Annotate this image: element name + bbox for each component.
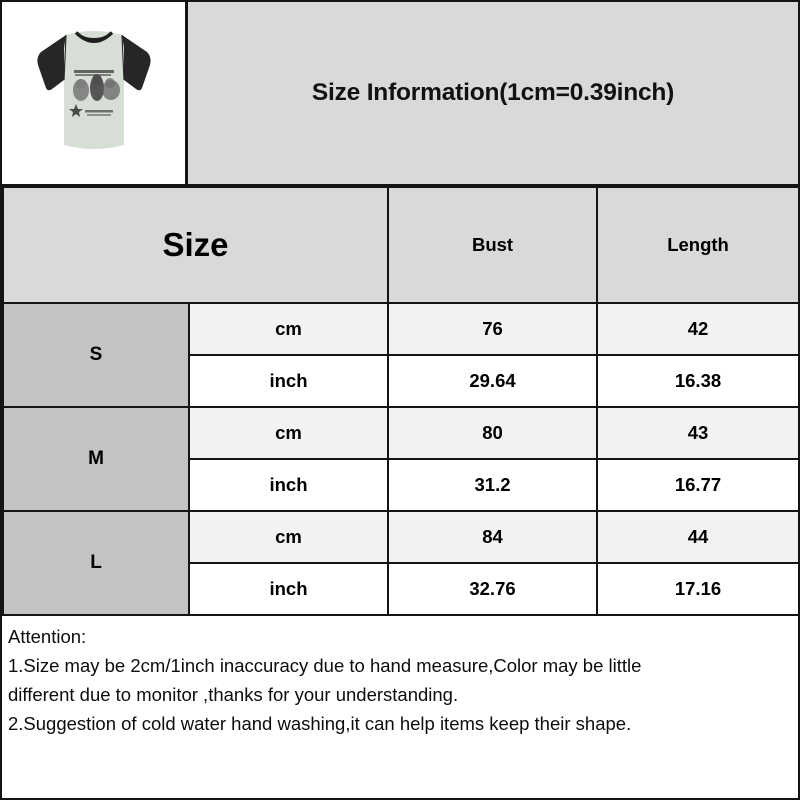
title-cell: Size Information(1cm=0.39inch)	[188, 2, 798, 184]
bust-inch: 32.76	[387, 562, 599, 616]
length-inch: 16.77	[596, 458, 800, 512]
table-row: L cm 84 44	[2, 510, 800, 616]
size-label-l: L	[2, 510, 190, 616]
table-row: S cm 76 42	[2, 302, 800, 408]
length-inch: 17.16	[596, 562, 800, 616]
bust-inch: 31.2	[387, 458, 599, 512]
header-length: Length	[596, 186, 800, 304]
unit-inch: inch	[187, 562, 390, 616]
page-title: Size Information(1cm=0.39inch)	[311, 79, 675, 106]
length-cm: 43	[596, 406, 800, 460]
size-label-m: M	[2, 406, 190, 512]
table-row: inch 31.2 16.77	[3, 458, 800, 512]
tshirt-icon	[36, 31, 151, 149]
length-cm: 42	[596, 302, 800, 356]
product-image	[19, 18, 169, 168]
table-row: M cm 80 43	[2, 406, 800, 512]
bust-cm: 84	[387, 510, 599, 564]
unit-inch: inch	[187, 458, 390, 512]
bust-inch: 29.64	[387, 354, 599, 408]
size-table: Size Bust Length S cm 76 42 inch 29.64 1…	[1, 186, 800, 616]
attention-block: Attention: 1.Size may be 2cm/1inch inacc…	[2, 616, 798, 738]
product-image-cell	[2, 2, 188, 184]
header-bust: Bust	[387, 186, 599, 304]
unit-cm: cm	[187, 302, 390, 356]
unit-cm: cm	[187, 406, 390, 460]
table-row: inch 32.76 17.16	[3, 562, 800, 616]
attention-heading: Attention:	[8, 626, 87, 647]
unit-inch: inch	[187, 354, 390, 408]
header-size: Size	[1, 186, 390, 304]
top-band: Size Information(1cm=0.39inch)	[2, 2, 798, 186]
length-cm: 44	[596, 510, 800, 564]
bust-cm: 80	[387, 406, 599, 460]
attention-line-1: 1.Size may be 2cm/1inch inaccuracy due t…	[8, 655, 642, 676]
table-header-row: Size Bust Length	[1, 186, 800, 304]
length-inch: 16.38	[596, 354, 800, 408]
unit-cm: cm	[187, 510, 390, 564]
bust-cm: 76	[387, 302, 599, 356]
attention-line-3: 2.Suggestion of cold water hand washing,…	[8, 713, 632, 734]
table-row: inch 29.64 16.38	[3, 354, 800, 408]
attention-line-2: different due to monitor ,thanks for you…	[8, 684, 459, 705]
size-label-s: S	[2, 302, 190, 408]
